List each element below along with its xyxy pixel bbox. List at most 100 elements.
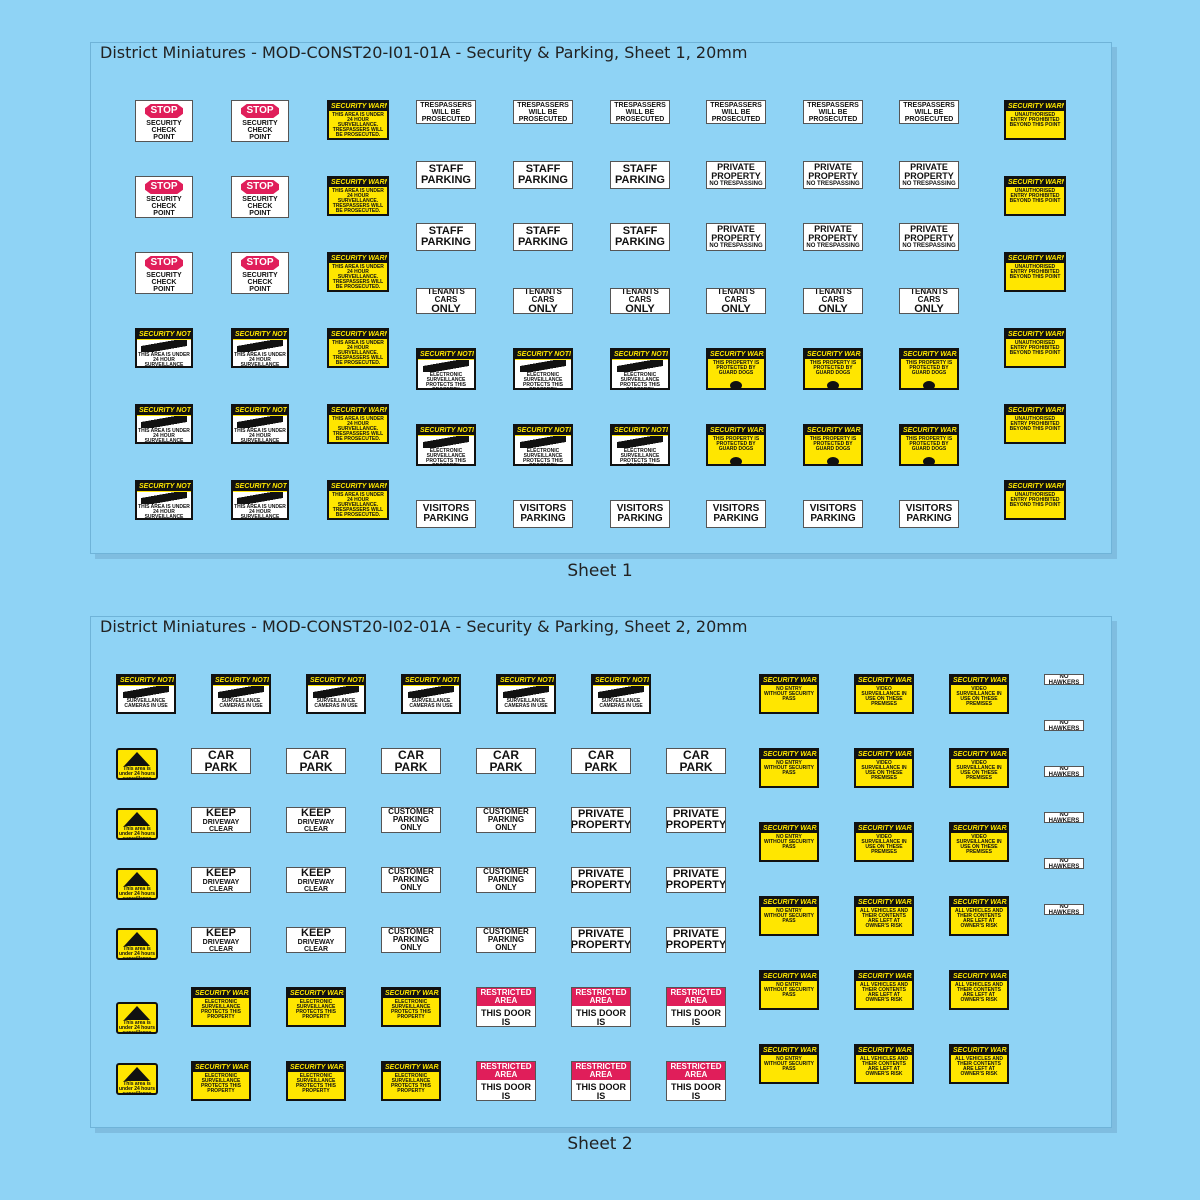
no-entry-security-pass-sign: SECURITY WARNINGNO ENTRY WITHOUT SECURIT…: [759, 896, 819, 936]
sign-header: SECURITY WARNING: [1006, 406, 1064, 415]
sheet-2-caption: Sheet 2: [567, 1134, 633, 1154]
camera-icon: [237, 340, 283, 352]
sign-body: SURVEILLANCE CAMERAS IN USE: [118, 686, 174, 712]
guard-dogs-sign: SECURITY WARNINGTHIS PROPERTY IS PROTECT…: [803, 424, 863, 466]
staff-parking-sign: STAFF PARKING: [416, 223, 476, 251]
electronic-surveillance-sign: SECURITY WARNINGELECTRONIC SURVEILLANCE …: [381, 1061, 441, 1101]
sign-text: THIS AREA IS UNDER 24 HOUR SURVEILLANCE.…: [332, 340, 384, 366]
sign-text: UNAUTHORISED ENTRY PROHIBITED BEYOND THI…: [1009, 112, 1061, 128]
customer-parking-sign: CUSTOMER PARKING ONLY: [476, 867, 536, 893]
video-surveillance-sign: SECURITY WARNINGVIDEO SURVEILLANCE IN US…: [949, 674, 1009, 714]
tenants-cars-sign: TENANTS CARS ONLY: [899, 288, 959, 314]
sign-text: This area is under 24 hours surveillance: [118, 1081, 156, 1095]
sheet-1-panel: District Miniatures - MOD-CONST20-I01-01…: [90, 42, 1112, 554]
security-notice-sign: SECURITY NOTICE ELECTRONIC SURVEILLANCE P…: [416, 348, 476, 390]
sign-text: SECURITY CHECK POINT: [242, 196, 278, 217]
sign-text: This area is under 24 hours surveillance: [118, 826, 156, 840]
staff-parking-sign: STAFF PARKING: [610, 223, 670, 251]
sign-text: ALL VEHICLES AND THEIR CONTENTS ARE LEFT…: [859, 908, 909, 929]
sign-text: DRIVEWAY CLEAR: [202, 818, 240, 833]
customer-parking-sign: CUSTOMER PARKING ONLY: [381, 927, 441, 953]
security-notice-sign: SECURITY NOTICE ELECTRONIC SURVEILLANCE P…: [513, 348, 573, 390]
sign-header: SECURITY NOTICE: [612, 426, 668, 435]
sign-text: THIS DOOR IS ALARMED: [481, 1082, 532, 1101]
sign-text: ONLY: [914, 302, 944, 314]
security-notice-sign: SECURITY NOTICE ELECTRONIC SURVEILLANCE P…: [610, 424, 670, 466]
sign-header: SECURITY WARNING: [761, 824, 817, 833]
restricted-area-sign: RESTRICTED AREA THIS DOOR IS ALARMED: [476, 987, 536, 1027]
sign-text: ELECTRONIC SURVEILLANCE PROTECTS THIS PR…: [522, 448, 563, 466]
sign-text: ELECTRONIC SURVEILLANCE PROTECTS THIS PR…: [200, 1073, 241, 1094]
trespassers-sign: TRESPASSERS WILL BE PROSECUTED: [706, 100, 766, 124]
vehicles-owners-risk-sign: SECURITY WARNINGALL VEHICLES AND THEIR C…: [854, 970, 914, 1010]
sign-text: THIS DOOR IS ALARMED: [481, 1008, 532, 1027]
sign-header: SECURITY WARNING: [1006, 482, 1064, 491]
sign-text: PRIVATE PROPERTY: [711, 162, 761, 181]
private-property-sign: PRIVATE PROPERTY: [666, 807, 726, 833]
sign-text: CUSTOMER PARKING ONLY: [483, 927, 529, 952]
camera-icon: [313, 686, 359, 698]
sign-text: STAFF PARKING: [615, 225, 665, 248]
sign-text: PRIVATE PROPERTY: [571, 868, 631, 891]
sign-text: ELECTRONIC SURVEILLANCE PROTECTS THIS PR…: [425, 372, 466, 390]
guard-dog-icon: [827, 381, 839, 388]
sign-text: This area is under 24 hours surveillance: [118, 766, 156, 780]
keep-driveway-clear-sign: KEEP DRIVEWAY CLEAR: [191, 927, 251, 953]
sign-text: NO ENTRY WITHOUT SECURITY PASS: [764, 908, 814, 924]
car-park-sign: CAR PARK: [571, 748, 631, 774]
sign-header: SECURITY WARNING: [708, 350, 764, 359]
sign-text: THIS PROPERTY IS PROTECTED BY GUARD DOGS: [712, 436, 760, 452]
sign-header: SECURITY WARNING: [856, 750, 912, 759]
sign-header: SECURITY NOTICE: [418, 426, 474, 435]
restricted-area-sign: RESTRICTED AREA THIS DOOR IS ALARMED: [666, 1061, 726, 1101]
vehicles-owners-risk-sign: SECURITY WARNINGALL VEHICLES AND THEIR C…: [949, 1044, 1009, 1084]
sign-header: SECURITY WARNING: [193, 989, 249, 998]
visitors-parking-sign: VISITORS PARKING: [513, 500, 573, 528]
sign-text: This area is under 24 hours surveillance: [118, 1020, 156, 1034]
security-notice-sign: SECURITY NOTICE ELECTRONIC SURVEILLANCE P…: [610, 348, 670, 390]
sign-text: VIDEO SURVEILLANCE IN USE ON THESE PREMI…: [956, 760, 1002, 781]
sign-text: CAR PARK: [204, 748, 238, 774]
sign-header: SECURITY WARNING: [805, 350, 861, 359]
sign-text: ALL VEHICLES AND THEIR CONTENTS ARE LEFT…: [859, 982, 909, 1003]
car-icon: [877, 934, 891, 936]
guard-dog-icon: [923, 457, 935, 464]
sign-body: SURVEILLANCE CAMERAS IN USE: [498, 686, 554, 712]
sign-text: ONLY: [818, 302, 848, 314]
sign-header: SECURITY WARNING: [329, 178, 387, 187]
trespassers-sign: TRESPASSERS WILL BE PROSECUTED: [899, 100, 959, 124]
camera-icon: [123, 686, 169, 698]
security-warning-sign: SECURITY WARNINGTHIS AREA IS UNDER 24 HO…: [327, 404, 389, 444]
sign-text: SECURITY CHECK POINT: [242, 272, 278, 293]
sign-text: ELECTRONIC SURVEILLANCE PROTECTS THIS PR…: [295, 999, 336, 1020]
sign-text: NO ENTRY WITHOUT SECURITY PASS: [764, 1056, 814, 1072]
restricted-area-sign: RESTRICTED AREA THIS DOOR IS ALARMED: [666, 987, 726, 1027]
sign-text: THIS AREA IS UNDER 24 HOUR SURVEILLANCE: [234, 504, 286, 520]
electronic-surveillance-sign: SECURITY WARNINGELECTRONIC SURVEILLANCE …: [286, 1061, 346, 1101]
sign-text: PRIVATE PROPERTY: [904, 162, 954, 181]
sign-text: STAFF PARKING: [421, 225, 471, 248]
keep-driveway-clear-sign: KEEP DRIVEWAY CLEAR: [286, 807, 346, 833]
security-notice-sign: SECURITY NOTICE ELECTRONIC SURVEILLANCE P…: [416, 424, 476, 466]
keep-driveway-clear-sign: KEEP DRIVEWAY CLEAR: [286, 927, 346, 953]
sign-text: SECURITY CHECK POINT: [146, 196, 182, 217]
sign-text: VISITORS PARKING: [712, 503, 760, 524]
private-property-sign: PRIVATE PROPERTY: [571, 807, 631, 833]
visitors-parking-sign: VISITORS PARKING: [416, 500, 476, 528]
sign-header: SECURITY NOTICE: [213, 676, 269, 685]
sign-text: ELECTRONIC SURVEILLANCE PROTECTS THIS PR…: [390, 999, 431, 1020]
car-icon: [972, 1008, 986, 1010]
restricted-area-sign: RESTRICTED AREA THIS DOOR IS ALARMED: [476, 1061, 536, 1101]
sign-text: THIS AREA IS UNDER 24 HOUR SURVEILLANCE.…: [332, 492, 384, 518]
guard-dog-icon: [923, 381, 935, 388]
guard-dog-icon: [827, 457, 839, 464]
customer-parking-sign: CUSTOMER PARKING ONLY: [381, 807, 441, 833]
video-surveillance-sign: SECURITY WARNINGVIDEO SURVEILLANCE IN US…: [949, 748, 1009, 788]
electronic-surveillance-sign: SECURITY WARNINGELECTRONIC SURVEILLANCE …: [191, 1061, 251, 1101]
sign-header: SECURITY WARNING: [383, 989, 439, 998]
sign-text: THIS PROPERTY IS PROTECTED BY GUARD DOGS: [809, 360, 857, 376]
camera-icon: [237, 416, 283, 428]
vehicles-owners-risk-sign: SECURITY WARNINGALL VEHICLES AND THEIR C…: [854, 896, 914, 936]
sign-text: STAFF PARKING: [421, 163, 471, 186]
sign-header: SECURITY WARNING: [951, 750, 1007, 759]
